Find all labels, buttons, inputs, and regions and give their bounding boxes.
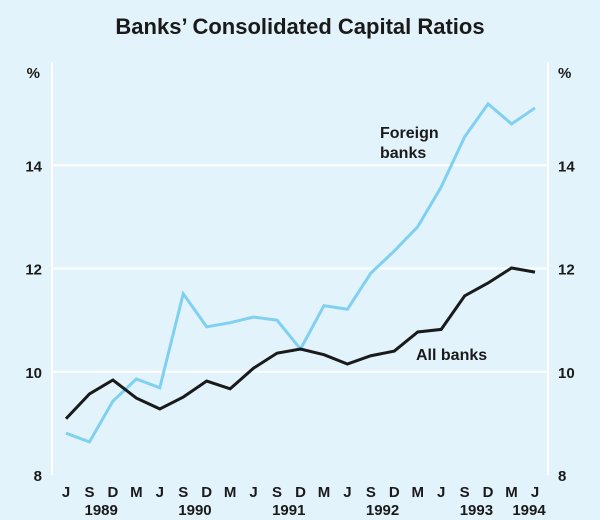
series-line-all-banks xyxy=(64,266,536,420)
x-tick-label: S xyxy=(178,484,188,501)
x-tick-label: D xyxy=(483,484,494,501)
x-tick-label: J xyxy=(62,484,70,501)
series-label-foreign: banks xyxy=(380,145,426,162)
y-tick-left: 12 xyxy=(25,262,42,279)
x-tick-label: J xyxy=(343,484,351,501)
x-year-label: 1993 xyxy=(460,502,493,519)
x-tick-label: S xyxy=(460,484,470,501)
x-year-label: 1990 xyxy=(178,502,211,519)
y-tick-right: 10 xyxy=(558,365,575,382)
x-year-label: 1989 xyxy=(84,502,117,519)
x-tick-label: M xyxy=(412,484,425,501)
chart-title: Banks’ Consolidated Capital Ratios xyxy=(115,14,485,39)
x-tick-label: J xyxy=(437,484,445,501)
series-label-all-banks: All banks xyxy=(416,347,487,364)
x-tick-label: D xyxy=(107,484,118,501)
x-tick-label: M xyxy=(505,484,518,501)
x-tick-label: D xyxy=(201,484,212,501)
y-tick-left: 14 xyxy=(25,158,42,175)
x-tick-label: S xyxy=(84,484,94,501)
x-tick-label: M xyxy=(318,484,331,501)
y-tick-right: 14 xyxy=(558,158,575,175)
x-tick-label: D xyxy=(295,484,306,501)
x-tick-label: S xyxy=(272,484,282,501)
x-year-label: 1991 xyxy=(272,502,305,519)
x-year-label: 1992 xyxy=(366,502,399,519)
y-tick-right: 12 xyxy=(558,262,575,279)
x-tick-label: J xyxy=(531,484,539,501)
x-tick-label: M xyxy=(130,484,143,501)
y-tick-left: 10 xyxy=(25,365,42,382)
x-tick-label: S xyxy=(366,484,376,501)
y-tick-right: 8 xyxy=(558,468,566,485)
x-year-label: 1994 xyxy=(512,502,546,519)
y-tick-left: 8 xyxy=(34,468,42,485)
x-tick-label: J xyxy=(249,484,257,501)
y-unit-right: % xyxy=(558,65,571,82)
x-tick-label: D xyxy=(389,484,400,501)
y-unit-left: % xyxy=(27,65,40,82)
x-tick-label: J xyxy=(156,484,164,501)
series-label-foreign: Foreign xyxy=(380,125,439,142)
x-tick-label: M xyxy=(224,484,237,501)
